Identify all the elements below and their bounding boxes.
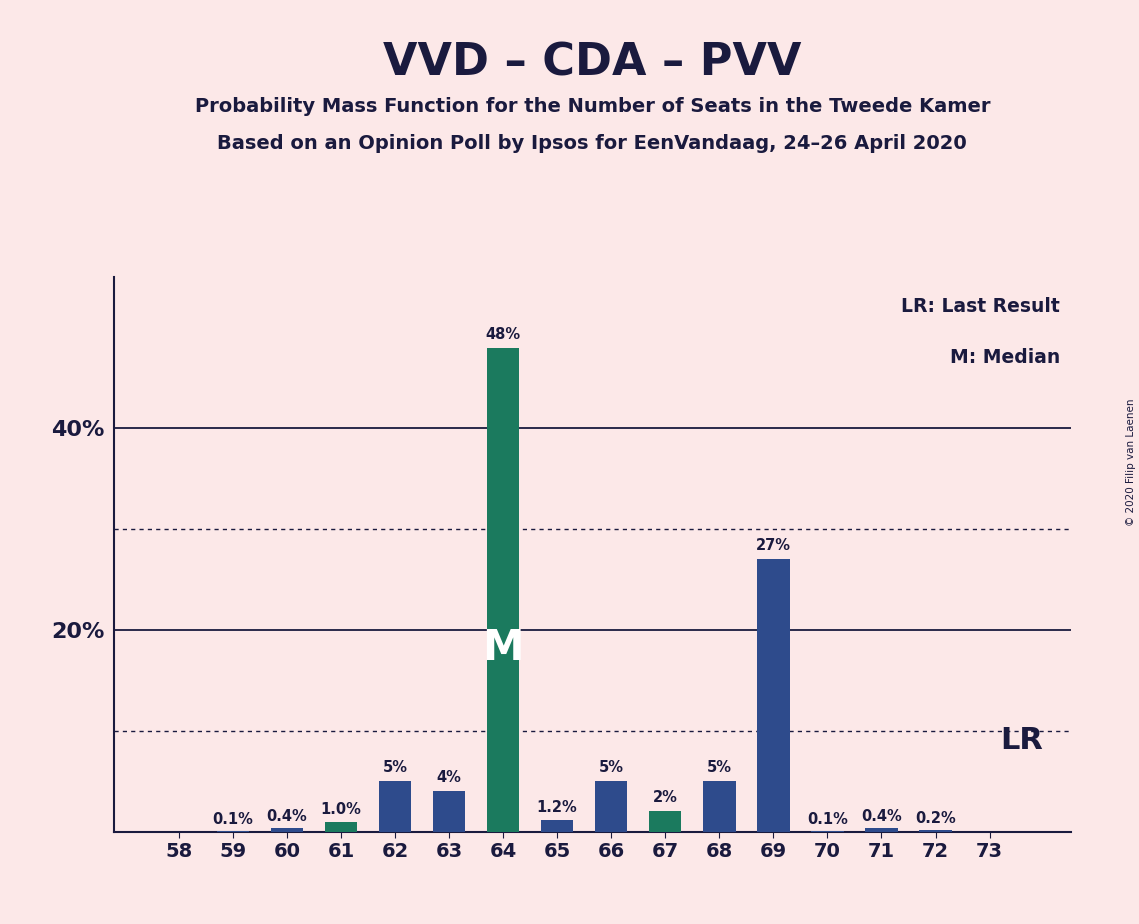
Bar bbox=[433, 791, 465, 832]
Text: 0.4%: 0.4% bbox=[861, 808, 902, 823]
Bar bbox=[703, 781, 736, 832]
Text: LR: Last Result: LR: Last Result bbox=[901, 298, 1060, 316]
Bar bbox=[757, 559, 789, 832]
Text: 0.1%: 0.1% bbox=[806, 811, 847, 827]
Text: 5%: 5% bbox=[383, 760, 408, 775]
Text: 4%: 4% bbox=[436, 771, 461, 785]
Bar bbox=[866, 828, 898, 832]
Bar bbox=[811, 831, 844, 832]
Text: 5%: 5% bbox=[707, 760, 731, 775]
Text: 2%: 2% bbox=[653, 790, 678, 806]
Text: 0.2%: 0.2% bbox=[915, 810, 956, 825]
Text: 1.0%: 1.0% bbox=[320, 802, 361, 818]
Bar bbox=[216, 831, 249, 832]
Bar bbox=[595, 781, 628, 832]
Text: 0.1%: 0.1% bbox=[212, 811, 253, 827]
Text: Based on an Opinion Poll by Ipsos for EenVandaag, 24–26 April 2020: Based on an Opinion Poll by Ipsos for Ee… bbox=[218, 134, 967, 153]
Bar bbox=[271, 828, 303, 832]
Bar bbox=[649, 811, 681, 832]
Text: VVD – CDA – PVV: VVD – CDA – PVV bbox=[383, 42, 802, 85]
Bar bbox=[379, 781, 411, 832]
Text: © 2020 Filip van Laenen: © 2020 Filip van Laenen bbox=[1126, 398, 1136, 526]
Text: 27%: 27% bbox=[756, 539, 790, 553]
Text: M: M bbox=[482, 626, 524, 669]
Text: 48%: 48% bbox=[485, 327, 521, 342]
Text: 0.4%: 0.4% bbox=[267, 808, 308, 823]
Text: 5%: 5% bbox=[599, 760, 624, 775]
Bar bbox=[325, 821, 358, 832]
Bar bbox=[486, 347, 519, 832]
Bar bbox=[541, 820, 573, 832]
Bar bbox=[919, 830, 952, 832]
Text: Probability Mass Function for the Number of Seats in the Tweede Kamer: Probability Mass Function for the Number… bbox=[195, 97, 990, 116]
Text: 1.2%: 1.2% bbox=[536, 800, 577, 816]
Text: LR: LR bbox=[1000, 726, 1043, 756]
Text: M: Median: M: Median bbox=[950, 347, 1060, 367]
